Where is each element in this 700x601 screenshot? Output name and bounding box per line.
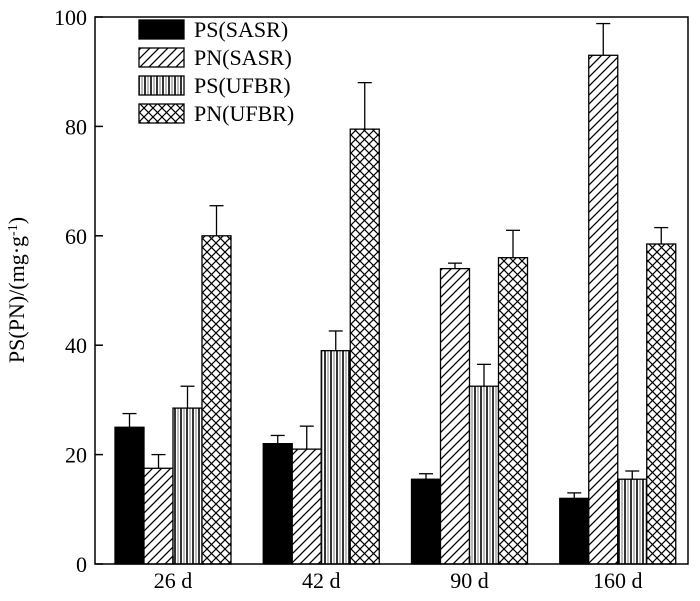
bar-ps-sasr-160-d bbox=[559, 497, 590, 565]
y-axis-title-superscript: -1 bbox=[6, 224, 21, 236]
bar-pn-ufbr-42-d bbox=[349, 128, 380, 565]
x-tick-label: 42 d bbox=[302, 568, 341, 593]
error-bars bbox=[122, 22, 669, 499]
bar-pn-sasr-90-d bbox=[439, 267, 471, 565]
bar-ps-sasr-42-d bbox=[262, 443, 293, 565]
y-tick-label: 80 bbox=[65, 114, 87, 139]
y-axis-ticks: 0 20 40 60 80 100 bbox=[54, 5, 103, 577]
legend-swatch-ps-sasr bbox=[138, 19, 185, 40]
legend-swatch-pn-ufbr bbox=[138, 103, 185, 124]
legend-swatch-pn-sasr bbox=[138, 47, 185, 68]
y-axis-title: PS(PN)/(mg·g-1) bbox=[4, 217, 29, 363]
plot-frame bbox=[94, 16, 689, 565]
y-tick-label: 20 bbox=[65, 443, 87, 468]
y-tick-label: 60 bbox=[65, 224, 87, 249]
bar-pn-ufbr-26-d bbox=[201, 235, 232, 565]
legend-label-ps-ufbr: PS(UFBR) bbox=[194, 73, 291, 98]
legend-swatch-ps-ufbr bbox=[138, 75, 185, 96]
bar-ps-ufbr-42-d bbox=[320, 350, 351, 565]
y-tick-label: 0 bbox=[76, 552, 87, 577]
bar-ps-sasr-90-d bbox=[410, 478, 442, 565]
axes bbox=[94, 16, 689, 565]
legend-label-ps-sasr: PS(SASR) bbox=[194, 17, 288, 42]
x-tick-label: 160 d bbox=[593, 568, 643, 593]
x-tick-label: 90 d bbox=[450, 568, 489, 593]
bar-pn-sasr-26-d bbox=[143, 467, 174, 565]
legend-label-pn-ufbr: PN(UFBR) bbox=[194, 101, 294, 126]
bar-pn-ufbr-160-d bbox=[646, 243, 677, 565]
bar-pn-sasr-42-d bbox=[291, 448, 322, 565]
x-tick-label: 26 d bbox=[154, 568, 193, 593]
bar-pn-ufbr-90-d bbox=[497, 257, 529, 565]
bar-ps-ufbr-90-d bbox=[468, 385, 500, 565]
y-tick-label: 40 bbox=[65, 333, 87, 358]
y-tick-label: 100 bbox=[54, 5, 87, 30]
plot-area bbox=[114, 54, 677, 565]
x-axis-ticks: 26 d 42 d 90 d 160 d bbox=[154, 556, 643, 593]
bar-ps-ufbr-26-d bbox=[172, 407, 203, 565]
bar-ps-ufbr-160-d bbox=[617, 478, 648, 565]
bar-pn-sasr-160-d bbox=[588, 54, 619, 565]
legend-label-pn-sasr: PN(SASR) bbox=[194, 45, 292, 70]
bar-ps-sasr-26-d bbox=[114, 426, 145, 565]
legend: PS(SASR) PN(SASR) PS(UFBR) PN(UFBR) bbox=[138, 17, 294, 126]
